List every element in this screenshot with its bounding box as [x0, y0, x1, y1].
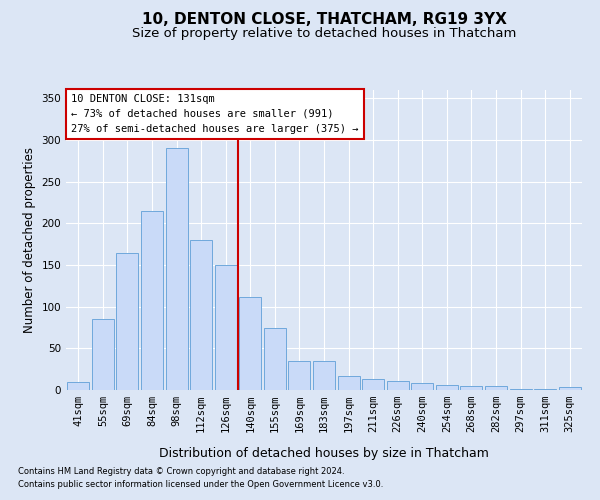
Bar — [313, 361, 335, 390]
Bar — [436, 385, 458, 390]
Y-axis label: Number of detached properties: Number of detached properties — [23, 147, 36, 333]
Text: Contains HM Land Registry data © Crown copyright and database right 2024.: Contains HM Land Registry data © Crown c… — [18, 467, 344, 476]
Bar — [239, 296, 262, 390]
Bar — [166, 148, 188, 390]
Bar — [116, 252, 139, 390]
Bar — [509, 389, 532, 390]
Bar — [485, 386, 507, 390]
Bar — [67, 382, 89, 390]
Bar — [460, 386, 482, 390]
Bar — [264, 328, 286, 390]
Bar — [534, 389, 556, 390]
Bar — [559, 386, 581, 390]
Bar — [411, 382, 433, 390]
Bar — [92, 319, 114, 390]
Text: Distribution of detached houses by size in Thatcham: Distribution of detached houses by size … — [159, 448, 489, 460]
Bar — [215, 265, 237, 390]
Bar — [386, 381, 409, 390]
Bar — [190, 240, 212, 390]
Text: 10, DENTON CLOSE, THATCHAM, RG19 3YX: 10, DENTON CLOSE, THATCHAM, RG19 3YX — [142, 12, 506, 28]
Text: 10 DENTON CLOSE: 131sqm
← 73% of detached houses are smaller (991)
27% of semi-d: 10 DENTON CLOSE: 131sqm ← 73% of detache… — [71, 94, 358, 134]
Bar — [362, 379, 384, 390]
Text: Contains public sector information licensed under the Open Government Licence v3: Contains public sector information licen… — [18, 480, 383, 489]
Bar — [289, 361, 310, 390]
Text: Size of property relative to detached houses in Thatcham: Size of property relative to detached ho… — [132, 28, 516, 40]
Bar — [338, 376, 359, 390]
Bar — [141, 211, 163, 390]
